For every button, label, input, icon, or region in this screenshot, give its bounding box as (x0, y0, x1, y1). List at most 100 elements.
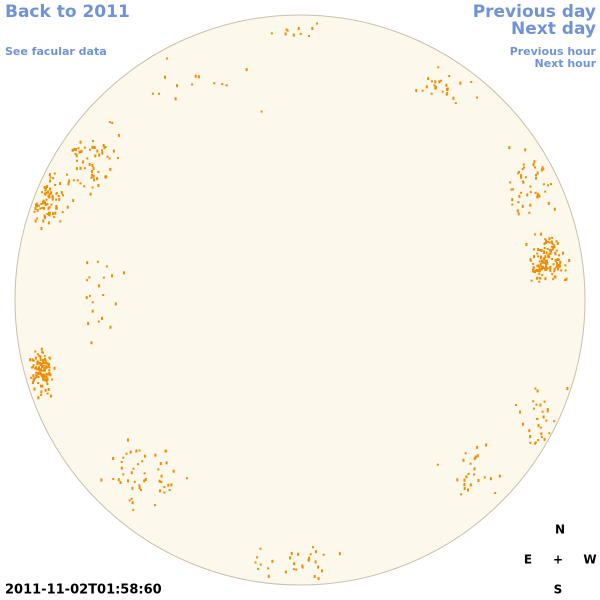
facula (46, 392, 49, 395)
facula (83, 185, 86, 188)
facula (546, 408, 549, 411)
previous-day-link[interactable]: Previous day (473, 2, 596, 22)
facula (164, 75, 166, 79)
facula (57, 195, 60, 197)
facula (553, 275, 556, 279)
facula (117, 133, 120, 137)
facula (42, 359, 44, 363)
facula (53, 366, 56, 370)
facula (284, 570, 287, 574)
facula (511, 203, 514, 206)
facula (221, 83, 224, 86)
facula (157, 468, 160, 471)
facula (120, 466, 123, 470)
facula (555, 249, 558, 252)
facula (552, 263, 555, 266)
facula (550, 249, 553, 253)
facula (446, 92, 449, 95)
facula (91, 145, 94, 149)
facula (90, 169, 93, 173)
facula (36, 368, 39, 371)
facula (43, 185, 46, 189)
facula (546, 259, 548, 262)
facula (60, 191, 63, 195)
facula (52, 212, 54, 216)
facula (259, 563, 262, 566)
facula (536, 195, 539, 199)
facula (469, 483, 472, 487)
facula (312, 546, 314, 549)
facula (36, 217, 39, 220)
facula (537, 269, 539, 273)
facula (524, 176, 527, 179)
facula (427, 77, 430, 81)
facula (494, 492, 497, 494)
facula (32, 377, 35, 380)
facula (91, 173, 93, 177)
facula (301, 564, 304, 568)
facula (317, 565, 320, 569)
facula (151, 92, 154, 95)
facula (456, 478, 459, 482)
facula (59, 220, 62, 223)
facula (536, 389, 539, 393)
facula (552, 278, 555, 281)
facula (47, 388, 50, 391)
facula (32, 359, 35, 362)
facula (35, 371, 38, 374)
facula (538, 272, 541, 275)
facula (49, 394, 52, 398)
facula (529, 203, 532, 207)
facula (260, 110, 263, 113)
facula (437, 66, 440, 69)
facula (538, 249, 541, 252)
facula (42, 201, 44, 204)
facula (74, 148, 77, 152)
facula (254, 561, 257, 564)
facula (78, 150, 81, 154)
facula (105, 265, 108, 268)
facula (154, 504, 157, 507)
facula (36, 374, 39, 377)
facula (30, 366, 33, 369)
facula (321, 569, 323, 573)
facula (518, 171, 520, 173)
facula (532, 268, 534, 271)
facula (438, 80, 441, 84)
next-hour-link[interactable]: Next hour (535, 57, 597, 70)
facula (522, 422, 524, 426)
solar-disc (14, 14, 586, 586)
facula (194, 74, 197, 78)
facula (532, 407, 535, 410)
previous-hour-link[interactable]: Previous hour (510, 45, 597, 58)
facula (125, 452, 128, 455)
facula (74, 153, 77, 155)
facula (540, 267, 543, 271)
facula (48, 206, 51, 209)
facula (58, 197, 61, 201)
facula (551, 242, 554, 245)
facula (560, 269, 563, 272)
back-link[interactable]: Back to 2011 (5, 2, 130, 22)
facula (41, 207, 44, 209)
facula (165, 461, 168, 465)
facula (543, 267, 546, 270)
facula (165, 450, 168, 452)
facula (40, 394, 43, 396)
facula (545, 268, 548, 271)
facula (511, 198, 514, 202)
facula (49, 176, 52, 179)
facula (464, 452, 467, 455)
facular-data-link[interactable]: See facular data (5, 45, 107, 58)
facula (538, 260, 541, 263)
facula (562, 251, 564, 255)
facula (551, 248, 554, 251)
facula (554, 253, 557, 256)
next-day-link[interactable]: Next day (511, 19, 596, 39)
facula (526, 193, 529, 197)
facula (42, 219, 45, 223)
facula (517, 212, 520, 216)
facula (158, 479, 161, 483)
facula (529, 185, 532, 188)
facula (48, 363, 50, 367)
